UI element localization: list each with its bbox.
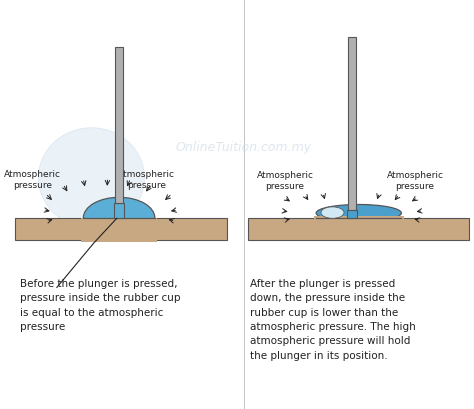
Bar: [248, 219, 469, 240]
Bar: [347, 210, 357, 219]
Text: Atmospheric: Atmospheric: [118, 170, 175, 179]
Bar: [115, 47, 123, 204]
Bar: [348, 38, 356, 210]
Text: After the plunger is pressed
down, the pressure inside the
rubber cup is lower t: After the plunger is pressed down, the p…: [250, 278, 416, 360]
Text: pressure: pressure: [13, 180, 52, 189]
Text: Atmospheric: Atmospheric: [386, 171, 444, 180]
Ellipse shape: [83, 198, 155, 239]
Text: Atmospheric: Atmospheric: [4, 170, 61, 179]
Text: pressure: pressure: [265, 181, 304, 190]
Bar: [314, 216, 404, 231]
Bar: [81, 219, 157, 242]
Text: pressure: pressure: [395, 181, 435, 190]
Ellipse shape: [38, 128, 145, 228]
Ellipse shape: [316, 205, 401, 222]
Bar: [15, 219, 228, 240]
Text: pressure: pressure: [127, 180, 166, 189]
Bar: [114, 204, 124, 219]
Text: Atmospheric: Atmospheric: [256, 171, 313, 180]
Ellipse shape: [321, 207, 344, 219]
Text: Before the plunger is pressed,
pressure inside the rubber cup
is equal to the at: Before the plunger is pressed, pressure …: [20, 278, 181, 331]
Text: OnlineTuition.com.my: OnlineTuition.com.my: [175, 141, 311, 154]
